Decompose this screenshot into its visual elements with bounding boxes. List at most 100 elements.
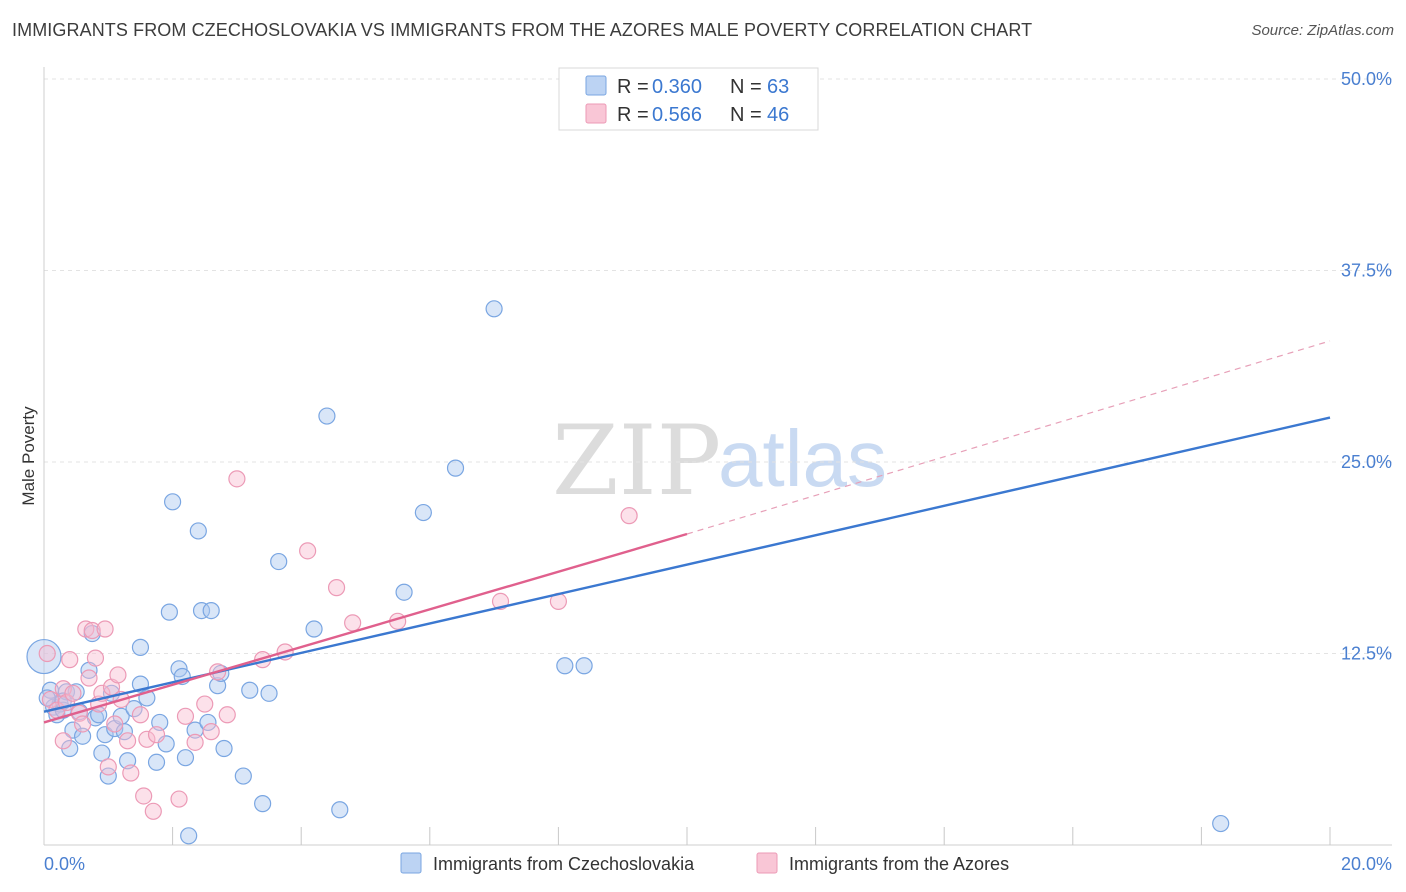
trend-line-czechoslovakia	[43, 416, 1331, 713]
y-tick-label-1: 25.0%	[1341, 452, 1392, 472]
point-czechoslovakia-32	[164, 493, 182, 511]
point-czechoslovakia-16	[93, 744, 111, 762]
point-azores-45	[620, 507, 638, 525]
trend-line-azores	[43, 532, 688, 724]
chart-title: IMMIGRANTS FROM CZECHOSLOVAKIA VS IMMIGR…	[12, 20, 1033, 40]
point-azores-29	[170, 790, 188, 808]
stats-legend: R = 0.360 N = 63 R = 0.566 N = 46	[558, 67, 819, 131]
point-azores-40	[327, 579, 346, 597]
x-tick-label-min: 0.0%	[44, 854, 85, 874]
y-tick-labels: 12.5% 25.0% 37.5% 50.0%	[1341, 69, 1392, 664]
bottom-legend-label-czechoslovakia: Immigrants from Czechoslovakia	[433, 854, 695, 874]
point-azores-41	[344, 614, 362, 632]
point-azores-25	[135, 787, 153, 805]
point-czechoslovakia-60	[1212, 814, 1230, 833]
point-czechoslovakia-54	[414, 503, 432, 522]
watermark-zip: ZIP	[552, 405, 721, 517]
point-azores-16	[96, 620, 114, 638]
point-azores-6	[61, 651, 79, 669]
point-azores-26	[138, 730, 156, 748]
point-azores-12	[83, 621, 101, 640]
point-czechoslovakia-56	[485, 300, 503, 318]
axes	[43, 67, 1392, 846]
legend-r-value-czechoslovakia: 0.360	[652, 76, 702, 98]
trend-extension-azores	[686, 340, 1331, 535]
legend-n-label-2: N =	[730, 104, 762, 126]
point-czechoslovakia-48	[260, 684, 278, 702]
point-azores-20	[109, 666, 127, 684]
point-czechoslovakia-40	[199, 713, 217, 732]
y-tick-label-3: 50.0%	[1341, 69, 1392, 89]
point-azores-10	[77, 620, 95, 638]
point-czechoslovakia-39	[192, 602, 211, 620]
point-azores-17	[99, 758, 117, 776]
point-czechoslovakia-11	[73, 727, 92, 745]
point-azores-24	[131, 706, 150, 724]
bottom-legend-swatch-azores	[756, 852, 778, 874]
point-czechoslovakia-24	[125, 700, 143, 718]
trend-lines	[43, 340, 1331, 724]
point-azores-27	[144, 802, 162, 820]
point-azores-22	[118, 732, 137, 750]
point-czechoslovakia-36	[180, 827, 198, 845]
point-azores-3	[54, 732, 72, 750]
x-tick-marks	[172, 827, 1331, 845]
y-tick-label-2: 37.5%	[1341, 261, 1392, 281]
legend-n-label-1: N =	[730, 76, 762, 98]
point-czechoslovakia-41	[202, 602, 220, 620]
point-azores-9	[73, 715, 92, 733]
point-azores-11	[80, 669, 98, 687]
point-czechoslovakia-50	[305, 620, 323, 638]
y-axis-label: Male Poverty	[19, 406, 38, 506]
point-czechoslovakia-8	[64, 721, 82, 739]
legend-n-value-azores: 46	[767, 104, 789, 126]
point-czechoslovakia-38	[189, 522, 207, 540]
point-czechoslovakia-44	[215, 739, 233, 758]
point-azores-19	[106, 715, 124, 733]
source-credit: Source: ZipAtlas.com	[1251, 22, 1394, 39]
legend-n-value-czechoslovakia: 63	[767, 76, 789, 98]
point-czechoslovakia-17	[96, 726, 114, 744]
y-tick-label-0: 12.5%	[1341, 644, 1392, 664]
point-azores-13	[86, 649, 105, 667]
point-azores-23	[122, 764, 140, 782]
point-czechoslovakia-35	[176, 749, 195, 767]
bottom-legend-swatch-czechoslovakia	[400, 852, 422, 874]
legend-r-label-1: R =	[617, 76, 649, 98]
point-czechoslovakia-46	[241, 681, 259, 699]
point-czechoslovakia-26	[131, 638, 150, 656]
point-czechoslovakia-31	[160, 603, 178, 621]
point-czechoslovakia-47	[254, 795, 272, 813]
point-azores-28	[147, 726, 166, 744]
point-azores-4	[54, 680, 72, 698]
legend-r-label-2: R =	[617, 104, 649, 126]
point-czechoslovakia-52	[331, 801, 349, 819]
gridlines	[44, 78, 1392, 654]
point-czechoslovakia-57	[556, 657, 574, 675]
legend-r-value-azores: 0.566	[652, 104, 702, 126]
point-azores-39	[299, 542, 317, 560]
point-czechoslovakia-58	[575, 657, 593, 675]
series-legend: Immigrants from Czechoslovakia Immigrant…	[400, 852, 1009, 874]
legend-swatch-azores	[585, 103, 607, 124]
watermark-atlas: atlas	[718, 414, 887, 503]
point-azores-7	[64, 684, 82, 702]
point-azores-36	[228, 470, 246, 488]
point-czechoslovakia-55	[446, 459, 465, 477]
point-azores-0	[38, 644, 56, 663]
point-czechoslovakia-28	[147, 753, 166, 771]
point-czechoslovakia-51	[318, 407, 336, 425]
point-azores-35	[218, 706, 236, 724]
point-czechoslovakia-18	[99, 767, 117, 785]
x-tick-label-max: 20.0%	[1341, 854, 1392, 874]
point-czechoslovakia-45	[234, 767, 252, 785]
legend-swatch-czechoslovakia	[585, 75, 607, 96]
point-azores-33	[202, 723, 220, 741]
point-azores-31	[186, 733, 204, 751]
point-azores-30	[176, 707, 195, 725]
bottom-legend-label-azores: Immigrants from the Azores	[789, 854, 1009, 874]
point-azores-32	[196, 695, 214, 713]
point-czechoslovakia-49	[270, 552, 288, 571]
point-azores-1	[41, 690, 60, 709]
